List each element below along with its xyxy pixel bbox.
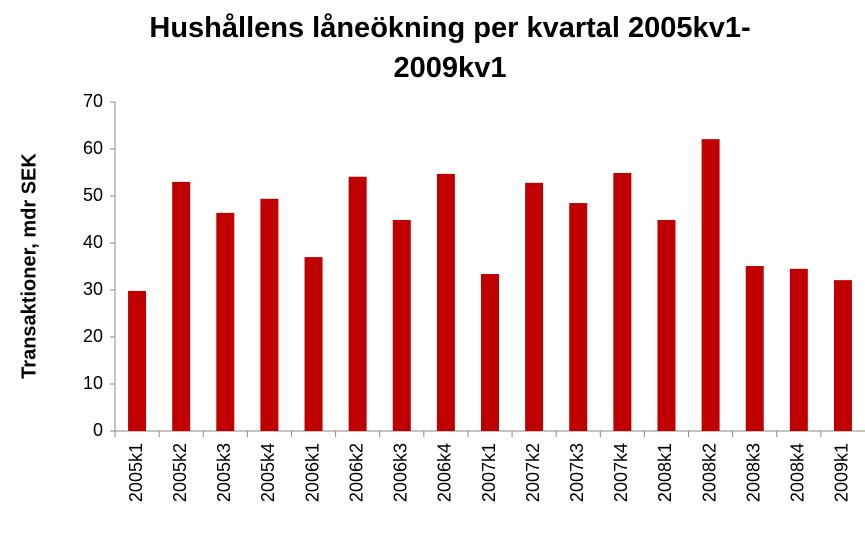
bar [348,176,367,431]
x-tick-label: 2008k1 [655,443,675,502]
x-tick-label: 2007k3 [567,443,587,502]
bar [701,139,720,431]
y-tick-label: 10 [83,373,103,393]
bar [304,257,323,431]
bar [128,290,147,431]
bar [216,212,235,431]
x-tick-label: 2005k3 [214,443,234,502]
y-tick-label: 20 [83,326,103,346]
x-tick-label: 2008k3 [743,443,763,502]
bar [172,181,191,431]
y-tick-label: 50 [83,185,103,205]
y-tick-label: 30 [83,279,103,299]
x-tick-label: 2006k2 [346,443,366,502]
x-tick-label: 2008k2 [699,443,719,502]
bar [569,203,588,431]
x-tick-label: 2007k4 [611,443,631,502]
y-tick-label: 60 [83,138,103,158]
x-tick-label: 2006k3 [391,443,411,502]
x-tick-label: 2008k4 [788,443,808,502]
x-tick-label: 2007k1 [479,443,499,502]
bar [392,219,411,431]
bar [260,198,279,431]
bar [657,219,676,431]
chart-title: Hushållens låneökning per kvartal 2005kv… [149,12,751,84]
y-tick-label: 0 [93,420,103,440]
bar [833,280,852,431]
x-tick-label: 2006k1 [302,443,322,502]
bar [436,173,455,431]
bar [789,268,808,431]
x-tick-label: 2005k2 [170,443,190,502]
bar [745,266,764,431]
bar [613,172,632,431]
x-tick-label: 2005k4 [258,443,278,502]
y-axis-label: Transaktioner, mdr SEK [18,153,40,379]
y-tick-label: 40 [83,232,103,252]
y-tick-label: 70 [83,91,103,111]
x-tick-label: 2007k2 [523,443,543,502]
x-tick-label: 2009k1 [832,443,852,502]
x-tick-label: 2005k1 [126,443,146,502]
bar [525,182,544,431]
bar [481,274,499,431]
x-tick-label: 2006k4 [435,443,455,502]
